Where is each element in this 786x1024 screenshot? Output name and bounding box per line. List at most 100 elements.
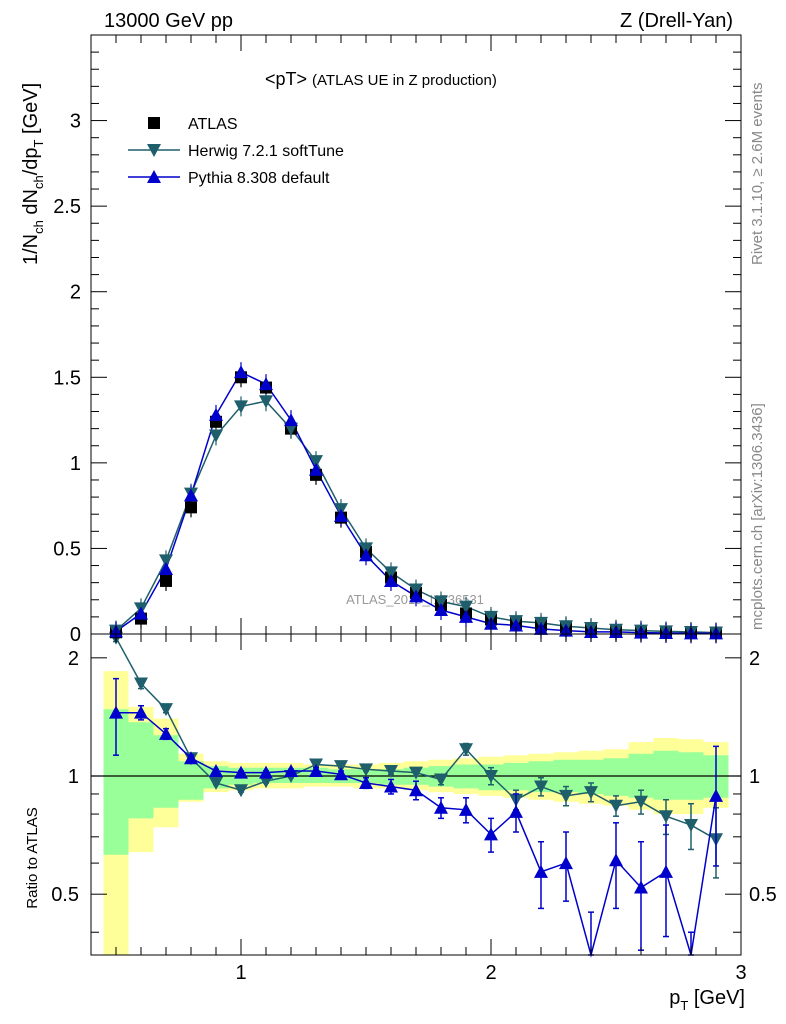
- main-y-axis-label: 1/Nch dNch/dpT [GeV]: [20, 83, 46, 265]
- ratio-data-point: [159, 726, 173, 740]
- main-data-point: [434, 603, 448, 617]
- x-axis-label: pT [GeV]: [669, 987, 745, 1013]
- ratio-y-tick-label-right: 2: [749, 648, 760, 670]
- ratio-y-tick-label-right: 1: [749, 766, 760, 788]
- main-data-point: [209, 429, 223, 443]
- ratio-data-point: [509, 804, 523, 818]
- main-data-point: [284, 413, 298, 427]
- main-data-point: [134, 606, 148, 620]
- ratio-data-point: [109, 705, 123, 719]
- main-y-tick-label: 1.5: [53, 367, 81, 389]
- title-main: <pT>: [265, 69, 307, 89]
- legend-label: ATLAS: [188, 116, 238, 133]
- ratio-data-point: [559, 789, 573, 803]
- ratio-data-point: [209, 776, 223, 790]
- main-plot-title: <pT> (ATLAS UE in Z production): [265, 69, 497, 89]
- axes: 0 0.5 1 1.5 2 2.5 3 1 2 3 0.5 0.5 1 1 2 2: [51, 34, 777, 984]
- ratio-y-tick-label-right: 0.5: [749, 884, 777, 906]
- ratio-data-point: [434, 800, 448, 814]
- ratio-data-point: [659, 810, 673, 824]
- main-data-point: [309, 462, 323, 476]
- main-data-point: [259, 377, 273, 391]
- ratio-data-point: [234, 784, 248, 798]
- ratio-data-point: [434, 773, 448, 787]
- ratio-data-point: [609, 799, 623, 813]
- main-data-point: [359, 548, 373, 562]
- rivet-label: Rivet 3.1.10, ≥ 2.6M events: [749, 83, 766, 266]
- ratio-data-point: [634, 795, 648, 809]
- ratio-data-point: [259, 765, 273, 779]
- main-data-point: [259, 395, 273, 409]
- ratio-lines: [109, 631, 723, 958]
- main-data-point: [409, 589, 423, 603]
- main-data-point: [185, 501, 197, 514]
- ratio-y-tick-label: 0.5: [51, 884, 79, 906]
- ratio-data-point: [709, 788, 723, 802]
- ratio-data-point: [309, 763, 323, 777]
- ratio-y-axis-label: Ratio to ATLAS: [24, 807, 41, 908]
- ratio-data-point: [459, 802, 473, 816]
- ratio-data-point: [609, 853, 623, 867]
- ratio-data-point: [184, 751, 198, 765]
- ratio-data-point: [484, 827, 498, 841]
- main-data-point: [234, 365, 248, 379]
- ratio-series-line: [116, 711, 717, 958]
- ratio-data-point: [284, 763, 298, 777]
- ratio-data-point: [334, 767, 348, 781]
- main-data-point: [159, 554, 173, 568]
- ratio-data-point: [359, 763, 373, 777]
- main-data-point: [234, 400, 248, 414]
- ratio-data-point: [359, 775, 373, 789]
- main-y-tick-label: 3: [70, 111, 81, 133]
- title-sub: (ATLAS UE in Z production): [312, 72, 497, 89]
- main-y-tick-label: 2.5: [53, 196, 81, 218]
- uncertainty-band-total: [103, 671, 729, 955]
- main-y-tick-label: 2: [70, 282, 81, 304]
- legend-marker: [147, 170, 161, 183]
- main-lines: [109, 362, 723, 644]
- x-tick-label: 1: [235, 962, 246, 984]
- mcplots-label: mcplots.cern.ch [arXiv:1306.3436]: [749, 403, 766, 630]
- main-data-point: [434, 595, 448, 609]
- ratio-data-point: [159, 703, 173, 717]
- main-data-point: [159, 561, 173, 575]
- main-data-point: [209, 407, 223, 421]
- main-data-point: [459, 609, 473, 623]
- ratio-data-point: [484, 770, 498, 784]
- ratio-data-point: [234, 765, 248, 779]
- main-data-point: [384, 566, 398, 580]
- ratio-data-point: [409, 783, 423, 797]
- ratio-data-point: [134, 677, 148, 691]
- ratio-series-line: [115, 637, 717, 840]
- main-y-tick-label: 0.5: [53, 538, 81, 560]
- main-y-tick-label: 0: [70, 624, 81, 646]
- ratio-data-point: [634, 880, 648, 894]
- main-data-point: [160, 574, 172, 587]
- main-y-tick-label: 1: [70, 453, 81, 475]
- ratio-data-point: [134, 705, 148, 719]
- legend: ATLAS Herwig 7.2.1 softTune Pythia 8.308 d…: [128, 116, 344, 187]
- ratio-data-point: [534, 780, 548, 794]
- ratio-data-point: [559, 856, 573, 870]
- ratio-data-point: [384, 779, 398, 793]
- legend-marker: [147, 144, 161, 157]
- main-data-point: [459, 600, 473, 614]
- ratio-data-point: [334, 760, 348, 774]
- main-data-point: [509, 618, 523, 632]
- ratio-data-point: [384, 764, 398, 778]
- ratio-data-point: [659, 864, 673, 878]
- legend-label: Herwig 7.2.1 softTune: [188, 143, 344, 160]
- main-data-point: [184, 488, 198, 502]
- legend-marker: [148, 117, 160, 129]
- ratio-data-point: [209, 763, 223, 777]
- ratio-y-tick-label: 2: [68, 648, 79, 670]
- ratio-data-point: [684, 819, 698, 833]
- main-data-point: [334, 508, 348, 522]
- ratio-bands: [91, 671, 741, 955]
- ratio-data-point: [584, 786, 598, 800]
- main-data-point: [384, 573, 398, 587]
- main-data-point: [309, 455, 323, 469]
- x-tick-label: 3: [735, 962, 746, 984]
- header-right: Z (Drell-Yan): [620, 10, 733, 32]
